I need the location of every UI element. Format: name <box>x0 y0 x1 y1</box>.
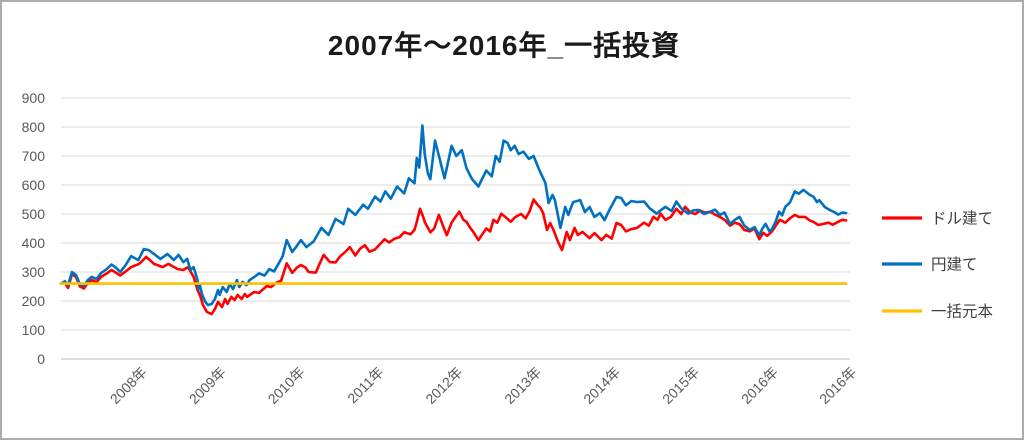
y-axis-tick-label: 100 <box>22 322 46 338</box>
x-axis-tick-label: 2014年 <box>580 364 623 407</box>
chart-title: 2007年～2016年_一括投資 <box>327 30 681 61</box>
x-axis-tick-label: 2016年 <box>738 364 781 407</box>
x-axis-tick-label: 2010年 <box>265 364 308 407</box>
y-axis-tick-label: 300 <box>22 264 46 280</box>
y-axis-tick-label: 200 <box>22 293 46 309</box>
x-axis-tick-label: 2013年 <box>501 364 544 407</box>
y-axis-tick-label: 700 <box>22 148 46 164</box>
y-axis-tick-label: 500 <box>22 206 46 222</box>
x-axis-tick-label: 2009年 <box>186 364 229 407</box>
y-axis-tick-label: 600 <box>22 177 46 193</box>
legend-label-usd: ドル建て <box>931 210 993 228</box>
x-axis-tick-label: 2015年 <box>659 364 702 407</box>
legend-label-jpy: 円建て <box>931 256 978 274</box>
y-axis-tick-label: 800 <box>22 119 46 135</box>
y-axis-tick-label: 900 <box>22 90 46 106</box>
legend-label-principal: 一括元本 <box>931 303 993 321</box>
x-axis-tick-label: 2016年 <box>816 364 859 407</box>
y-axis-tick-label: 0 <box>37 351 45 367</box>
x-axis-tick-label: 2012年 <box>422 364 465 407</box>
x-axis-tick-label: 2011年 <box>344 364 387 407</box>
x-axis-tick-label: 2008年 <box>107 364 150 407</box>
series-jpy-line <box>59 124 848 307</box>
y-axis-tick-label: 400 <box>22 235 46 251</box>
